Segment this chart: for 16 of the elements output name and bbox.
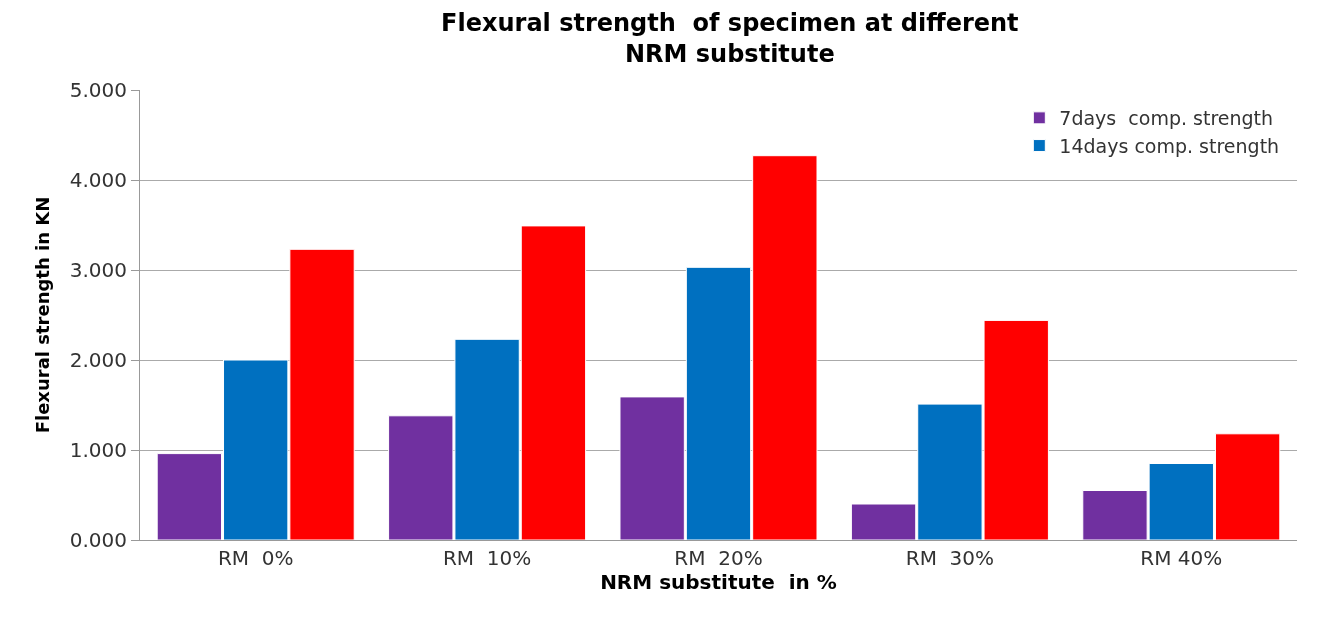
- x-axis-title: NRM substitute in %: [600, 570, 837, 594]
- y-tick-label: 4.000: [69, 168, 127, 192]
- x-tick-label: RM 10%: [442, 546, 532, 570]
- legend-label: 14days comp. strength: [1059, 134, 1280, 157]
- y-axis-title: Flexural strength in KN: [31, 196, 53, 434]
- y-tick-label: 0.000: [69, 528, 127, 552]
- chart-title: Flexural strength of specimen at different NRM substitute: [441, 9, 1019, 69]
- legend-label: 7days comp. strength: [1059, 107, 1274, 130]
- x-tick-label: RM 40%: [1140, 546, 1223, 570]
- x-tick-label: RM 30%: [905, 546, 995, 570]
- y-tick-label: 2.000: [69, 348, 127, 372]
- y-tick-label: 5.000: [69, 78, 127, 102]
- x-tick-label: RM 20%: [674, 546, 763, 570]
- y-tick-label: 3.000: [69, 258, 127, 282]
- x-tick-label: RM 0%: [217, 546, 294, 570]
- y-tick-label: 1.000: [69, 438, 127, 462]
